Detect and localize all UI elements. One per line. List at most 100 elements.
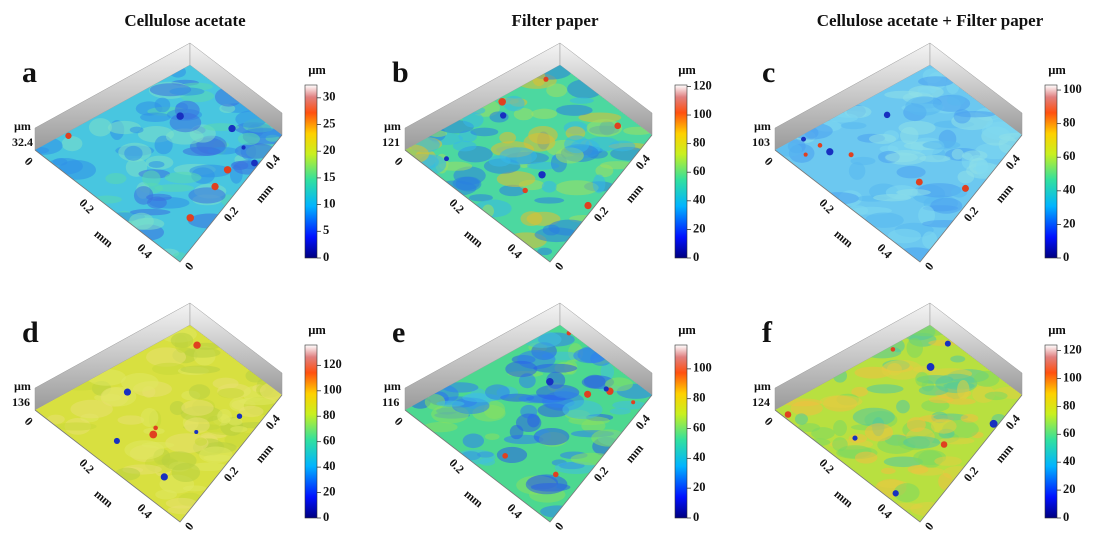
colorbar-tick-label: 25 [323, 116, 336, 130]
colorbar-unit: µm [678, 63, 696, 77]
surface-texture [503, 95, 525, 112]
y-axis-label: mm [623, 181, 647, 205]
colorbar-tick-label: 120 [1063, 342, 1082, 356]
colorbar [304, 344, 318, 519]
x-axis-label: mm [92, 487, 116, 511]
surface-texture [154, 184, 195, 192]
colorbar-tick-label: 120 [323, 357, 342, 371]
surface-peak [228, 124, 236, 133]
z-unit: µm [384, 379, 401, 393]
surface-texture [470, 127, 499, 137]
surface-peak [926, 363, 935, 371]
surface-texture [864, 423, 894, 442]
surface-texture [46, 158, 83, 175]
colorbar [674, 344, 688, 519]
surface-texture [790, 400, 823, 416]
surface-texture [55, 422, 97, 431]
colorbar-tick-label: 20 [693, 480, 706, 494]
z-unit: µm [14, 379, 31, 393]
x-axis-label: mm [92, 227, 116, 251]
surface-texture [609, 407, 631, 415]
surface-peak [236, 413, 243, 419]
surface-peak [113, 437, 120, 444]
surface-texture [922, 231, 938, 249]
surface-texture [851, 386, 869, 397]
surface-texture [973, 370, 1000, 387]
colorbar-tick-label: 40 [1063, 454, 1076, 468]
surface-texture [946, 398, 976, 405]
x-tick-label: 0.2 [447, 456, 468, 477]
surface-texture [955, 111, 996, 118]
surface-texture [496, 446, 528, 463]
z-max: 121 [382, 135, 400, 149]
surface-texture [499, 131, 517, 144]
panel: bµm12100.20.4mm00.20.4mmµm02040608010012… [382, 42, 712, 273]
surface [35, 65, 282, 262]
surface-texture [957, 380, 970, 400]
surface-texture [541, 180, 557, 193]
surface-texture [184, 417, 210, 434]
surface-texture [592, 174, 606, 194]
surface-texture [70, 399, 113, 419]
surface [775, 65, 1022, 262]
surface-peak [241, 145, 246, 150]
surface-texture [198, 446, 233, 464]
surface-texture [889, 502, 923, 510]
colorbar-unit: µm [1048, 63, 1066, 77]
colorbar-tick-label: 0 [323, 510, 329, 524]
surface-peak [211, 182, 219, 191]
z-unit: µm [754, 379, 771, 393]
surface-texture [217, 409, 232, 424]
surface-texture [518, 373, 536, 389]
colorbar-tick-label: 80 [693, 135, 706, 149]
colorbar-unit: µm [308, 323, 326, 337]
surface-texture [903, 436, 941, 449]
surface-texture [569, 97, 594, 104]
surface-texture [896, 165, 926, 179]
surface-texture [600, 161, 635, 170]
surface-peak [444, 156, 449, 162]
surface-texture [515, 413, 542, 433]
surface-peak [584, 390, 592, 398]
surface-peak [160, 473, 168, 481]
x-tick-label: 0 [22, 414, 36, 428]
y-tick-label: 0 [552, 259, 567, 273]
surface-texture [848, 433, 868, 443]
x-axis-label: mm [832, 487, 856, 511]
surface-texture [922, 219, 966, 228]
panel-letter: e [392, 316, 405, 349]
x-tick-label: 0.4 [875, 241, 896, 262]
surface-texture [468, 194, 493, 202]
colorbar-tick-label: 80 [693, 391, 706, 405]
surface-texture [933, 413, 969, 421]
surface-texture [117, 415, 145, 425]
surface-texture [170, 332, 194, 348]
surface-peak [223, 166, 232, 174]
colorbar-tick-label: 40 [693, 193, 706, 207]
surface-texture [165, 497, 198, 509]
colorbar-tick-label: 60 [323, 434, 336, 448]
surface-texture [92, 195, 122, 204]
surface-texture [88, 118, 112, 137]
surface-texture [142, 170, 161, 187]
surface-texture [533, 363, 578, 373]
surface-texture [899, 126, 919, 145]
x-tick-label: 0.4 [135, 241, 156, 262]
x-tick-label: 0.2 [447, 196, 468, 217]
surface-texture [896, 399, 910, 414]
z-max: 136 [12, 395, 30, 409]
panel: dµm13600.20.4mm00.20.4mmµm02040608010012… [12, 302, 342, 533]
surface-texture [537, 247, 553, 256]
z-unit: µm [384, 119, 401, 133]
column-title: Cellulose acetate [124, 11, 246, 30]
colorbar-tick-label: 5 [323, 223, 329, 237]
surface-texture [436, 400, 465, 407]
y-tick-label: 0 [922, 259, 937, 273]
surface-peak [552, 471, 559, 478]
surface-texture [946, 94, 966, 106]
colorbar-tick-label: 40 [1063, 183, 1076, 197]
surface-texture [154, 97, 171, 113]
x-tick-label: 0.2 [77, 196, 98, 217]
surface-texture [120, 373, 159, 392]
